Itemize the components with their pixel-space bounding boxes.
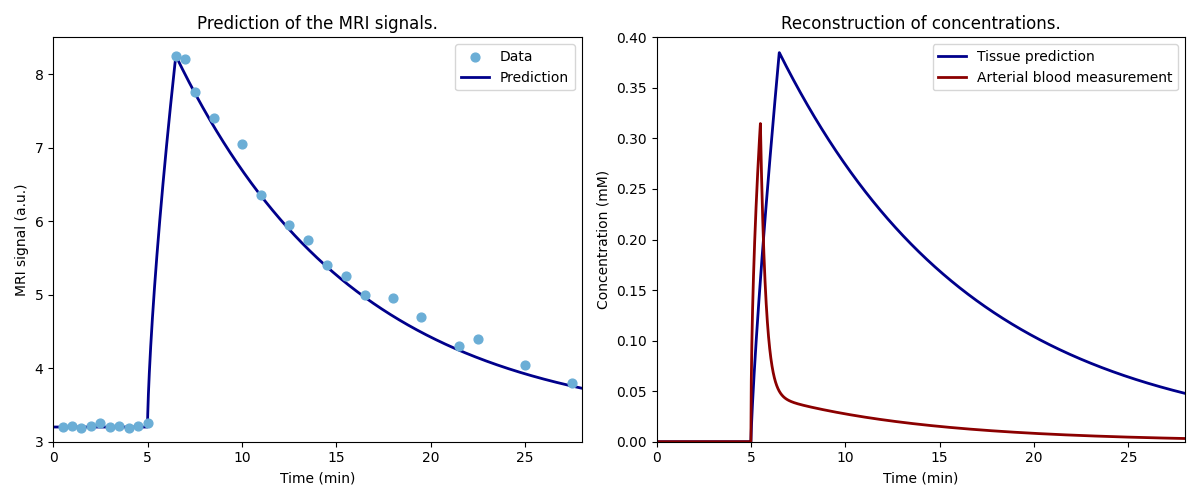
Prediction [390, 316, 404, 322]
Legend: Tissue prediction, Arterial blood measurement: Tissue prediction, Arterial blood measur… [932, 44, 1178, 90]
Data [185, 88, 204, 96]
Tissue prediction [1178, 390, 1193, 396]
Data [563, 379, 582, 387]
Data [251, 192, 270, 200]
Tissue prediction [1044, 342, 1058, 348]
Arterial blood measurement [994, 428, 1008, 434]
Arterial blood measurement [851, 413, 865, 419]
Prediction [575, 385, 589, 391]
Data [383, 294, 402, 302]
Line: Tissue prediction: Tissue prediction [656, 52, 1186, 442]
Data [138, 420, 157, 428]
Tissue prediction [772, 50, 786, 56]
Line: Arterial blood measurement: Arterial blood measurement [656, 124, 1186, 442]
Data [412, 312, 431, 320]
Line: Prediction: Prediction [53, 56, 582, 427]
Tissue prediction [851, 180, 865, 186]
Arterial blood measurement [745, 307, 760, 313]
Tissue prediction [1084, 360, 1098, 366]
Data [317, 262, 336, 270]
Prediction [169, 53, 184, 59]
Arterial blood measurement [966, 426, 980, 432]
Tissue prediction [994, 314, 1008, 320]
Data [109, 422, 128, 430]
Data [62, 422, 82, 430]
Data [299, 236, 318, 244]
Data [91, 420, 110, 428]
X-axis label: Time (min): Time (min) [883, 471, 959, 485]
Data [204, 114, 223, 122]
Data [53, 423, 72, 431]
Data [449, 342, 468, 350]
Data [72, 424, 91, 432]
Arterial blood measurement [1178, 436, 1193, 442]
Arterial blood measurement [754, 120, 768, 126]
Data [336, 272, 355, 280]
Data [82, 422, 101, 430]
Data [119, 424, 138, 432]
Title: Prediction of the MRI signals.: Prediction of the MRI signals. [197, 15, 438, 33]
X-axis label: Time (min): Time (min) [280, 471, 355, 485]
Prediction [248, 185, 263, 191]
Data [233, 140, 252, 148]
Title: Reconstruction of concentrations.: Reconstruction of concentrations. [781, 15, 1061, 33]
Tissue prediction [649, 438, 664, 444]
Data [100, 423, 119, 431]
Tissue prediction [745, 400, 760, 406]
Y-axis label: Concentration (mM): Concentration (mM) [596, 170, 611, 309]
Arterial blood measurement [1084, 433, 1098, 439]
Prediction [480, 358, 494, 364]
Tissue prediction [966, 296, 980, 302]
Arterial blood measurement [649, 438, 664, 444]
Legend: Data, Prediction: Data, Prediction [456, 44, 575, 90]
Y-axis label: MRI signal (a.u.): MRI signal (a.u.) [14, 184, 29, 296]
Arterial blood measurement [1044, 431, 1058, 437]
Prediction [142, 374, 156, 380]
Data [468, 335, 487, 343]
Data [515, 360, 534, 368]
Prediction [440, 342, 455, 348]
Prediction [362, 298, 377, 304]
Prediction [46, 424, 60, 430]
Data [355, 290, 374, 298]
Data [280, 221, 299, 229]
Data [167, 52, 186, 60]
Data [128, 422, 148, 430]
Data [175, 56, 194, 64]
